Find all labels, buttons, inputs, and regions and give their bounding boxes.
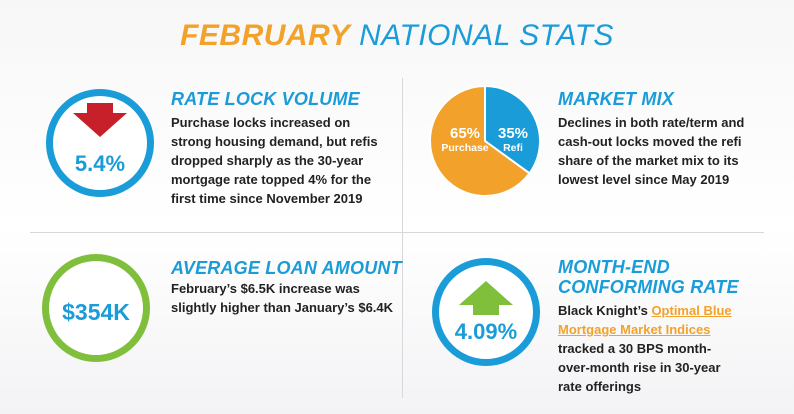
- rate-lock-description: Purchase locks increased on strong housi…: [171, 113, 396, 208]
- pie-label-refi: 35% Refi: [493, 125, 533, 155]
- conforming-rate-description: Black Knight’s Optimal Blue Mortgage Mar…: [558, 301, 783, 396]
- conforming-line: tracked a 30 BPS month-: [558, 341, 712, 356]
- page-title: FEBRUARY NATIONAL STATS: [0, 18, 794, 54]
- rate-lock-line: strong housing demand, but refis: [171, 134, 378, 149]
- purchase-pct: 65%: [449, 125, 481, 142]
- market-mix-line: Declines in both rate/term and: [558, 115, 745, 130]
- title-accent: FEBRUARY: [180, 19, 351, 52]
- refi-name: Refi: [503, 142, 523, 154]
- rate-lock-line: Purchase locks increased on: [171, 115, 351, 130]
- conforming-rate-value: 4.09%: [454, 319, 518, 344]
- market-mix-line: lowest level since May 2019: [558, 172, 730, 187]
- market-mix-pie: 65% Purchase 35% Refi: [429, 84, 541, 197]
- loan-amount-description: February’s $6.5K increase was slightly h…: [171, 279, 396, 317]
- conforming-line: rate offerings: [558, 379, 642, 394]
- loan-amount-line: slightly higher than January’s $6.4K: [171, 300, 394, 315]
- market-mix-line: cash-out locks moved the refi: [558, 134, 742, 149]
- conforming-rate-heading: MONTH-END CONFORMING RATE: [558, 257, 739, 297]
- horizontal-divider: [30, 232, 764, 233]
- conforming-prefix: Black Knight’s: [558, 303, 652, 318]
- conforming-heading-line: MONTH-END: [558, 257, 670, 277]
- conforming-rate-circle: 4.09%: [432, 258, 540, 366]
- market-mix-heading: MARKET MIX: [558, 89, 674, 109]
- title-main: NATIONAL STATS: [359, 19, 614, 52]
- market-mix-description: Declines in both rate/term and cash-out …: [558, 113, 778, 189]
- conforming-heading-line: CONFORMING RATE: [558, 277, 739, 297]
- conforming-line: Black Knight’s Optimal Blue: [558, 301, 783, 320]
- rate-lock-line: mortgage rate topped 4% for the: [171, 172, 372, 187]
- rate-lock-heading: RATE LOCK VOLUME: [171, 89, 360, 109]
- rate-lock-circle: 5.4%: [46, 89, 154, 197]
- conforming-line: Mortgage Market Indices: [558, 320, 783, 339]
- pie-slice-purchase: [429, 84, 531, 197]
- loan-amount-value: $354K: [62, 299, 130, 325]
- vertical-divider: [402, 78, 403, 398]
- refi-pct: 35%: [497, 125, 529, 142]
- optimal-blue-link[interactable]: Optimal Blue: [651, 303, 732, 318]
- rate-lock-line: first time since November 2019: [171, 191, 363, 206]
- mortgage-market-indices-link[interactable]: Mortgage Market Indices: [558, 322, 711, 337]
- rate-lock-line: dropped sharply as the 30-year: [171, 153, 364, 168]
- down-arrow-icon: [73, 103, 127, 137]
- conforming-line: over-month rise in 30-year: [558, 360, 721, 375]
- market-mix-line: share of the market mix to its: [558, 153, 739, 168]
- purchase-name: Purchase: [441, 142, 489, 154]
- pie-slice-refi: [484, 84, 541, 175]
- loan-amount-line: February’s $6.5K increase was: [171, 281, 360, 296]
- pie-chart: [429, 84, 541, 197]
- loan-amount-circle: $354K: [42, 254, 150, 362]
- up-arrow-icon: [459, 281, 513, 315]
- pie-label-purchase: 65% Purchase: [435, 125, 495, 155]
- rate-lock-value: 5.4%: [74, 151, 126, 176]
- loan-amount-heading: AVERAGE LOAN AMOUNT: [171, 258, 402, 278]
